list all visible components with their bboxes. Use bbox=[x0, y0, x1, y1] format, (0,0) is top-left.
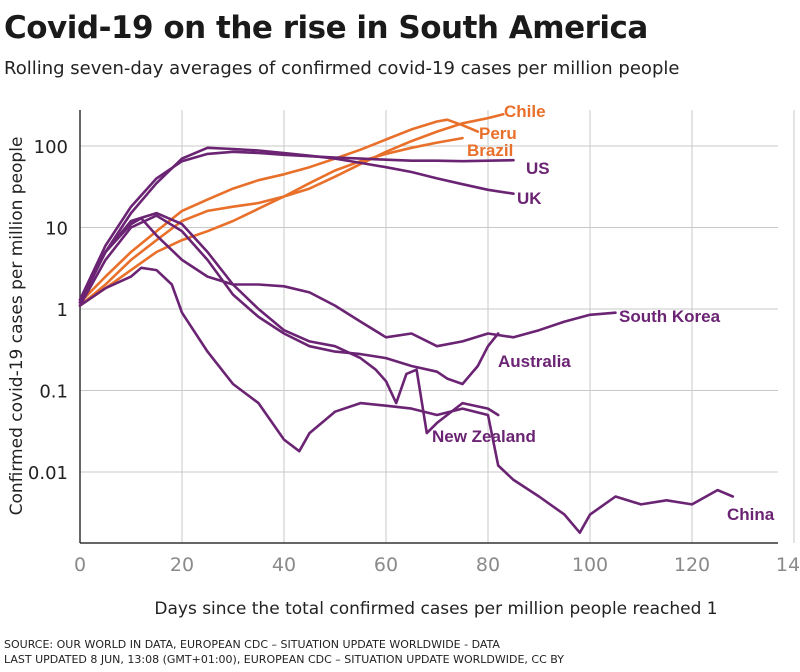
page-subtitle: Rolling seven-day averages of confirmed … bbox=[4, 58, 680, 79]
y-tick-label: 100 bbox=[34, 137, 68, 158]
y-tick-label: 0.01 bbox=[28, 463, 68, 484]
series-lines bbox=[78, 113, 735, 534]
series-label-new-zealand: New Zealand bbox=[432, 427, 536, 446]
x-tick-label: 100 bbox=[572, 554, 608, 576]
y-axis-title: Confirmed covid-19 cases per million peo… bbox=[7, 137, 27, 516]
series-label-brazil: Brazil bbox=[467, 141, 513, 160]
x-tick-label: 120 bbox=[674, 554, 710, 576]
series-line-china bbox=[78, 266, 735, 534]
series-line-uk bbox=[78, 146, 515, 304]
source-line-1: SOURCE: OUR WORLD IN DATA, EUROPEAN CDC … bbox=[4, 638, 500, 651]
y-tick-label: 10 bbox=[45, 219, 68, 240]
series-line-new-zealand bbox=[78, 211, 500, 435]
series-label-china: China bbox=[727, 505, 775, 524]
x-tick-label: 140 bbox=[776, 554, 800, 576]
series-line-chile bbox=[78, 113, 505, 307]
y-tick-label: 1 bbox=[57, 300, 68, 321]
series-line-brazil bbox=[78, 136, 464, 307]
axes: 0.01 0.1 1 10 100 0 20 40 60 80 100 120 140 Days sinc… bbox=[7, 110, 800, 619]
series-line-us bbox=[78, 150, 515, 301]
series-line-peru bbox=[78, 118, 480, 304]
source-note: SOURCE: OUR WORLD IN DATA, EUROPEAN CDC … bbox=[4, 637, 564, 667]
x-tick-label: 60 bbox=[374, 554, 398, 576]
x-tick-label: 80 bbox=[476, 554, 500, 576]
x-tick-label: 0 bbox=[74, 554, 86, 576]
series-label-us: US bbox=[526, 159, 550, 178]
source-line-2: LAST UPDATED 8 JUN, 13:08 (GMT+01:00), E… bbox=[4, 653, 564, 666]
grid-lines bbox=[80, 110, 795, 543]
series-label-australia: Australia bbox=[498, 352, 571, 371]
series-line-australia bbox=[78, 214, 500, 386]
series-label-chile: Chile bbox=[504, 102, 546, 121]
x-tick-label: 40 bbox=[272, 554, 296, 576]
series-line-south-korea bbox=[78, 216, 617, 348]
x-axis-title: Days since the total confirmed cases per… bbox=[154, 599, 717, 619]
series-label-uk: UK bbox=[517, 189, 542, 208]
y-tick-label: 0.1 bbox=[39, 382, 68, 403]
page-title: Covid-19 on the rise in South America bbox=[4, 10, 648, 46]
x-tick-label: 20 bbox=[170, 554, 194, 576]
series-label-south-korea: South Korea bbox=[619, 307, 721, 326]
covid-line-chart: 0.01 0.1 1 10 100 0 20 40 60 80 100 120 140 Days sinc… bbox=[7, 102, 800, 619]
series-label-peru: Peru bbox=[479, 124, 517, 143]
